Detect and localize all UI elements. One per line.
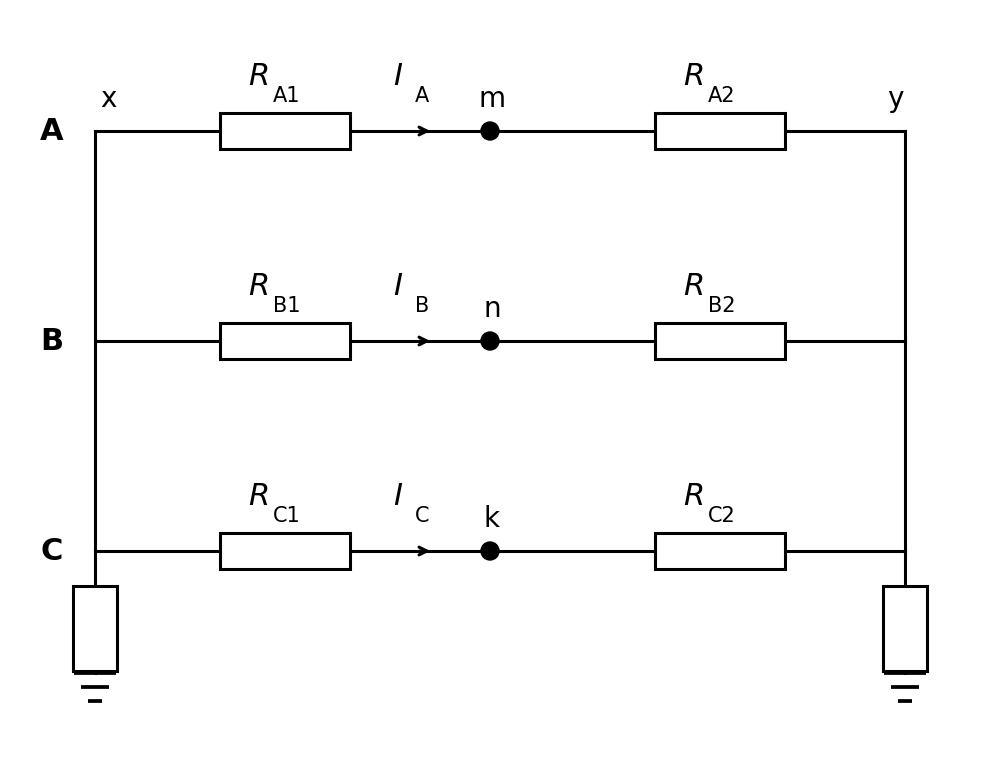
Text: C2: C2: [708, 506, 736, 526]
Text: A1: A1: [273, 86, 300, 106]
Circle shape: [481, 122, 499, 140]
Bar: [220, 533, 350, 569]
Circle shape: [481, 542, 499, 560]
Text: C: C: [41, 537, 63, 565]
Text: R: R: [683, 62, 704, 91]
Text: B2: B2: [708, 296, 736, 316]
Text: n: n: [483, 295, 501, 323]
Text: A: A: [415, 86, 429, 106]
Text: R: R: [248, 482, 269, 511]
Text: k: k: [484, 505, 500, 533]
Bar: [655, 113, 785, 149]
Bar: [655, 323, 785, 359]
Text: R: R: [683, 482, 704, 511]
Bar: [883, 586, 927, 671]
Bar: [220, 323, 350, 359]
Text: A2: A2: [708, 86, 736, 106]
Text: I: I: [393, 272, 402, 301]
Circle shape: [481, 332, 499, 350]
Text: y: y: [887, 85, 903, 113]
Bar: [220, 113, 350, 149]
Text: m: m: [478, 85, 506, 113]
Text: x: x: [100, 85, 116, 113]
Text: C: C: [415, 506, 430, 526]
Text: R: R: [683, 272, 704, 301]
Text: B: B: [40, 326, 64, 355]
Text: I: I: [393, 62, 402, 91]
Bar: [73, 586, 117, 671]
Text: A: A: [40, 116, 64, 145]
Text: I: I: [393, 482, 402, 511]
Bar: [655, 533, 785, 569]
Text: B1: B1: [273, 296, 300, 316]
Text: R: R: [248, 62, 269, 91]
Text: B: B: [415, 296, 429, 316]
Text: C1: C1: [273, 506, 301, 526]
Text: R: R: [248, 272, 269, 301]
